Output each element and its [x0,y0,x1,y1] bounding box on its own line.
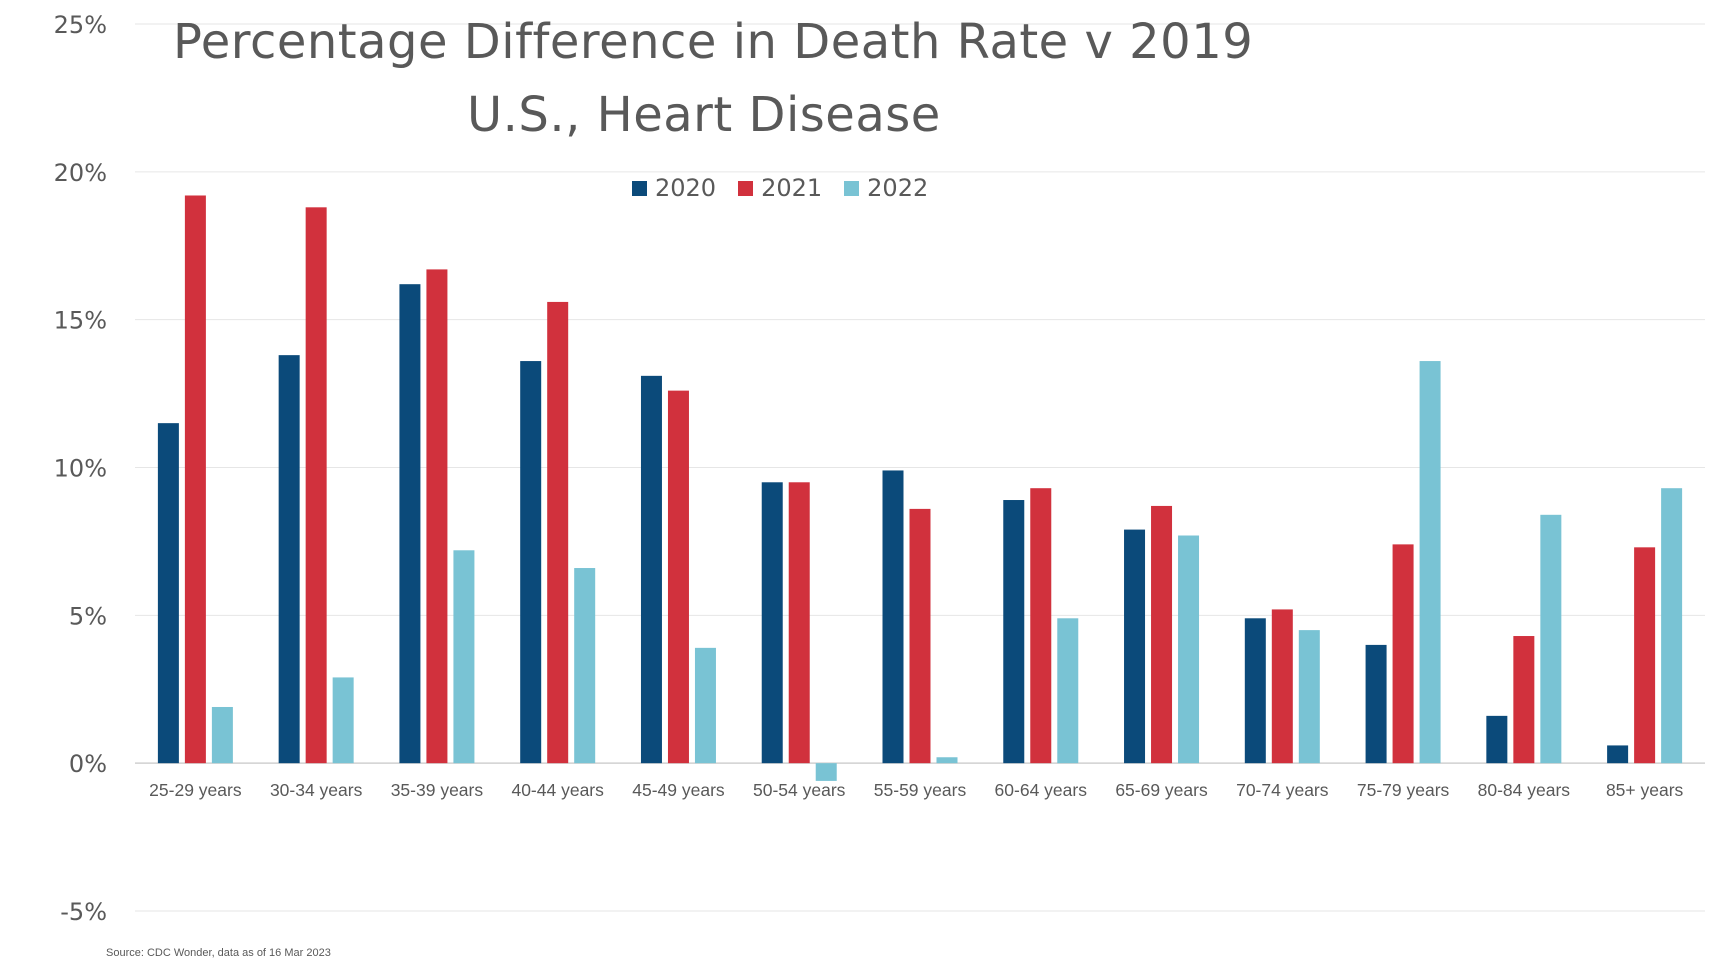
x-tick-label: 25-29 years [149,780,242,800]
x-tick-label: 80-84 years [1478,780,1571,800]
bar-2020 [278,355,300,764]
bar-2020 [157,423,179,764]
x-tick-label: 50-54 years [753,780,846,800]
bar-2020 [882,470,904,764]
bar-2020 [520,361,542,764]
y-tick-label: -5% [60,898,107,926]
bar-2021 [1392,544,1414,764]
bar-2022 [1178,535,1200,764]
bar-2021 [426,269,448,764]
y-tick-label: 10% [54,455,107,483]
chart-title: Percentage Difference in Death Rate v 20… [173,14,1254,70]
y-tick-label: 25% [54,11,107,39]
bar-2021 [184,195,206,764]
legend-item-2022: 2022 [844,174,928,202]
bar-2022 [453,550,475,764]
x-tick-label: 55-59 years [874,780,967,800]
bar-2021 [1513,636,1535,764]
bar-2021 [667,390,689,764]
legend-label-2020: 2020 [655,174,717,202]
y-tick-label: 20% [54,159,107,187]
bar-2021 [909,508,931,764]
bar-2021 [1151,505,1173,764]
bar-2022 [332,677,354,764]
source-note: Source: CDC Wonder, data as of 16 Mar 20… [106,947,331,959]
bar-2020 [640,375,662,764]
bar-2020 [1607,745,1629,764]
legend-swatch-2020 [632,180,647,196]
legend-swatch-2022 [844,180,860,196]
legend-item-2020: 2020 [632,174,716,202]
bar-2021 [305,207,327,764]
x-tick-label: 60-64 years [995,780,1088,800]
bar-2022 [1540,514,1562,764]
bar-2020 [761,482,783,764]
y-tick-label: 15% [54,307,107,335]
x-tick-label: 45-49 years [632,780,725,800]
bar-2020 [1365,644,1387,764]
bar-2021 [547,301,569,764]
bar-2022 [574,568,596,764]
bar-2022 [936,757,958,764]
bar-2020 [1003,500,1025,764]
bar-2022 [694,647,716,764]
chart-subtitle: U.S., Heart Disease [467,87,941,143]
legend-label-2022: 2022 [867,174,929,202]
x-tick-label: 85+ years [1606,780,1684,800]
x-tick-label: 35-39 years [391,780,484,800]
bar-2020 [1486,715,1508,764]
bar-2021 [1634,547,1656,764]
bar-2020 [1124,529,1146,764]
x-tick-label: 70-74 years [1236,780,1329,800]
bar-2022 [211,706,233,764]
legend-item-2021: 2021 [738,174,822,202]
bar-2021 [1271,609,1293,764]
x-tick-label: 30-34 years [270,780,363,800]
bar-2020 [399,284,421,764]
bar-2022 [1298,630,1320,764]
bar-2020 [1244,618,1266,764]
y-tick-label: 0% [69,750,107,778]
x-tick-label: 65-69 years [1115,780,1208,800]
bar-2022 [815,763,837,781]
bar-2021 [788,482,810,764]
bar-2022 [1419,361,1441,764]
bar-2022 [1057,618,1079,764]
chart-legend: 2020 2021 2022 [632,174,928,202]
bar-2021 [1030,488,1052,764]
legend-label-2021: 2021 [761,174,823,202]
y-tick-label: 5% [69,602,107,630]
x-tick-label: 40-44 years [511,780,604,800]
x-tick-label: 75-79 years [1357,780,1450,800]
bar-2022 [1661,488,1683,764]
legend-swatch-2021 [738,180,754,196]
